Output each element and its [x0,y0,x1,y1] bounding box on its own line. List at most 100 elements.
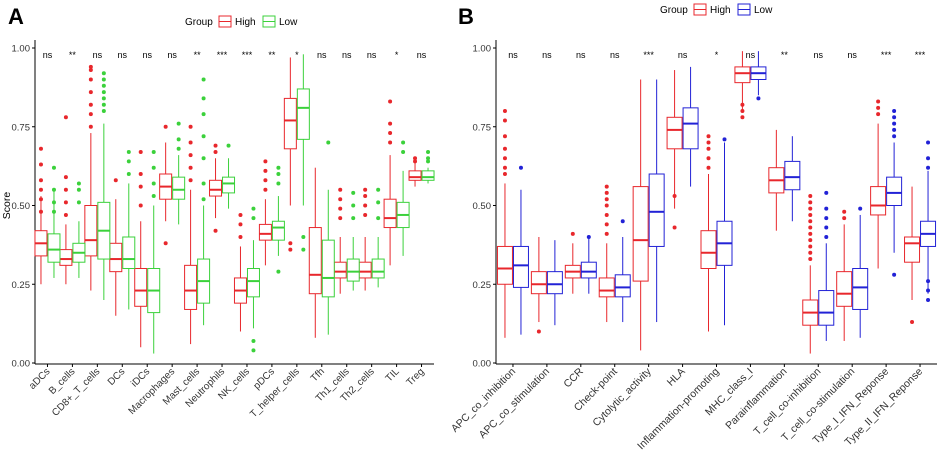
outlier-point [706,165,711,170]
x-tick-label: TIL [384,366,402,384]
box-DCs [122,149,136,310]
box-HLA [682,66,699,187]
box-iqr [496,245,513,285]
outlier-point [38,178,43,183]
outlier-point [892,109,897,113]
significance-label: ns [93,50,103,60]
outlier-point [63,187,68,192]
outlier-point [502,172,507,176]
outlier-point [276,269,281,274]
outlier-point [188,153,193,158]
outlier-point [63,175,68,180]
outlier-point [842,216,847,221]
significance-label: *** [242,50,253,60]
significance-label: ns [342,50,352,60]
outlier-point [363,194,368,199]
outlier-point [188,165,193,170]
outlier-point [808,200,813,205]
outlier-point [351,190,356,195]
outlier-point [604,222,609,227]
outlier-point [706,146,711,151]
outlier-point [263,178,268,183]
outlier-point [176,121,181,126]
outlier-point [263,187,268,192]
y-tick-label: 0.50 [473,201,492,212]
y-tick-label: 0.25 [12,280,31,291]
outlier-point [926,288,931,293]
outlier-point [151,165,156,170]
outlier-point [88,77,93,82]
outlier-point [620,219,625,224]
box-APC_co_stimulation [530,237,547,334]
outlier-point [706,156,711,161]
legend-label-high: High [710,5,731,16]
outlier-point [338,197,343,202]
box-iqr [358,261,372,279]
box-Type_I_IFN_Reponse [870,99,887,269]
outlier-point [263,159,268,164]
outlier-point [892,127,897,132]
outlier-point [842,209,847,214]
box-Macrophages [159,124,173,246]
outlier-point [363,187,368,192]
outlier-point [126,172,131,176]
outlier-point [101,90,106,95]
box-CD8+_T_cells [84,64,98,291]
significance-label: ** [194,50,202,60]
box-Inflammation-promoting [716,137,733,326]
outlier-point [51,209,56,214]
y-tick-label: 0.50 [12,201,31,212]
outlier-point [604,190,609,195]
outlier-point [251,206,256,211]
outlier-point [426,159,431,164]
series-low [512,51,937,341]
outlier-point [238,222,243,227]
outlier-point [101,71,106,76]
box-Cytolytic_activity [632,79,649,351]
outlier-point [88,102,93,107]
significance-label: ** [268,50,276,60]
outlier-point [188,124,193,129]
outlier-point [808,206,813,211]
box-iqr [122,236,136,269]
box-iqr [546,271,563,295]
outlier-point [101,77,106,82]
significance-label: ns [367,50,377,60]
outlier-point [38,162,43,167]
box-T_helper_cells [283,57,297,252]
outlier-point [338,206,343,211]
outlier-point [824,235,829,239]
outlier-point [808,238,813,243]
outlier-point [288,241,293,246]
box-MHC_class_I [734,51,751,120]
significance-label: ns [508,50,518,60]
box-iDCs [147,149,161,354]
x-tick-label: Treg [405,366,427,388]
significance-label: ns [43,50,53,60]
outlier-point [502,146,507,151]
significance-label: ns [847,50,857,60]
outlier-point [892,134,897,139]
box-iqr [258,223,272,241]
panel-tag: A [8,4,24,29]
box-iqr [59,249,73,266]
outlier-point [126,159,131,164]
outlier-point [808,219,813,224]
outlier-point [808,250,813,255]
outlier-point [301,235,306,239]
box-T_cell_co-stimulation [852,206,869,338]
box-Mast_cells [197,77,211,326]
box-iqr [530,271,547,295]
box-Type_II_IFN_Reponse [904,186,921,325]
box-Mast_cells [184,124,198,345]
outlier-point [604,212,609,217]
box-Neutrophils [209,143,223,233]
outlier-point [213,149,218,154]
significance-label: *** [881,50,892,60]
outlier-point [376,187,381,192]
outlier-point [376,216,381,221]
series-high [496,51,921,354]
box-Type_I_IFN_Reponse [886,109,903,277]
box-iqr [632,186,649,282]
